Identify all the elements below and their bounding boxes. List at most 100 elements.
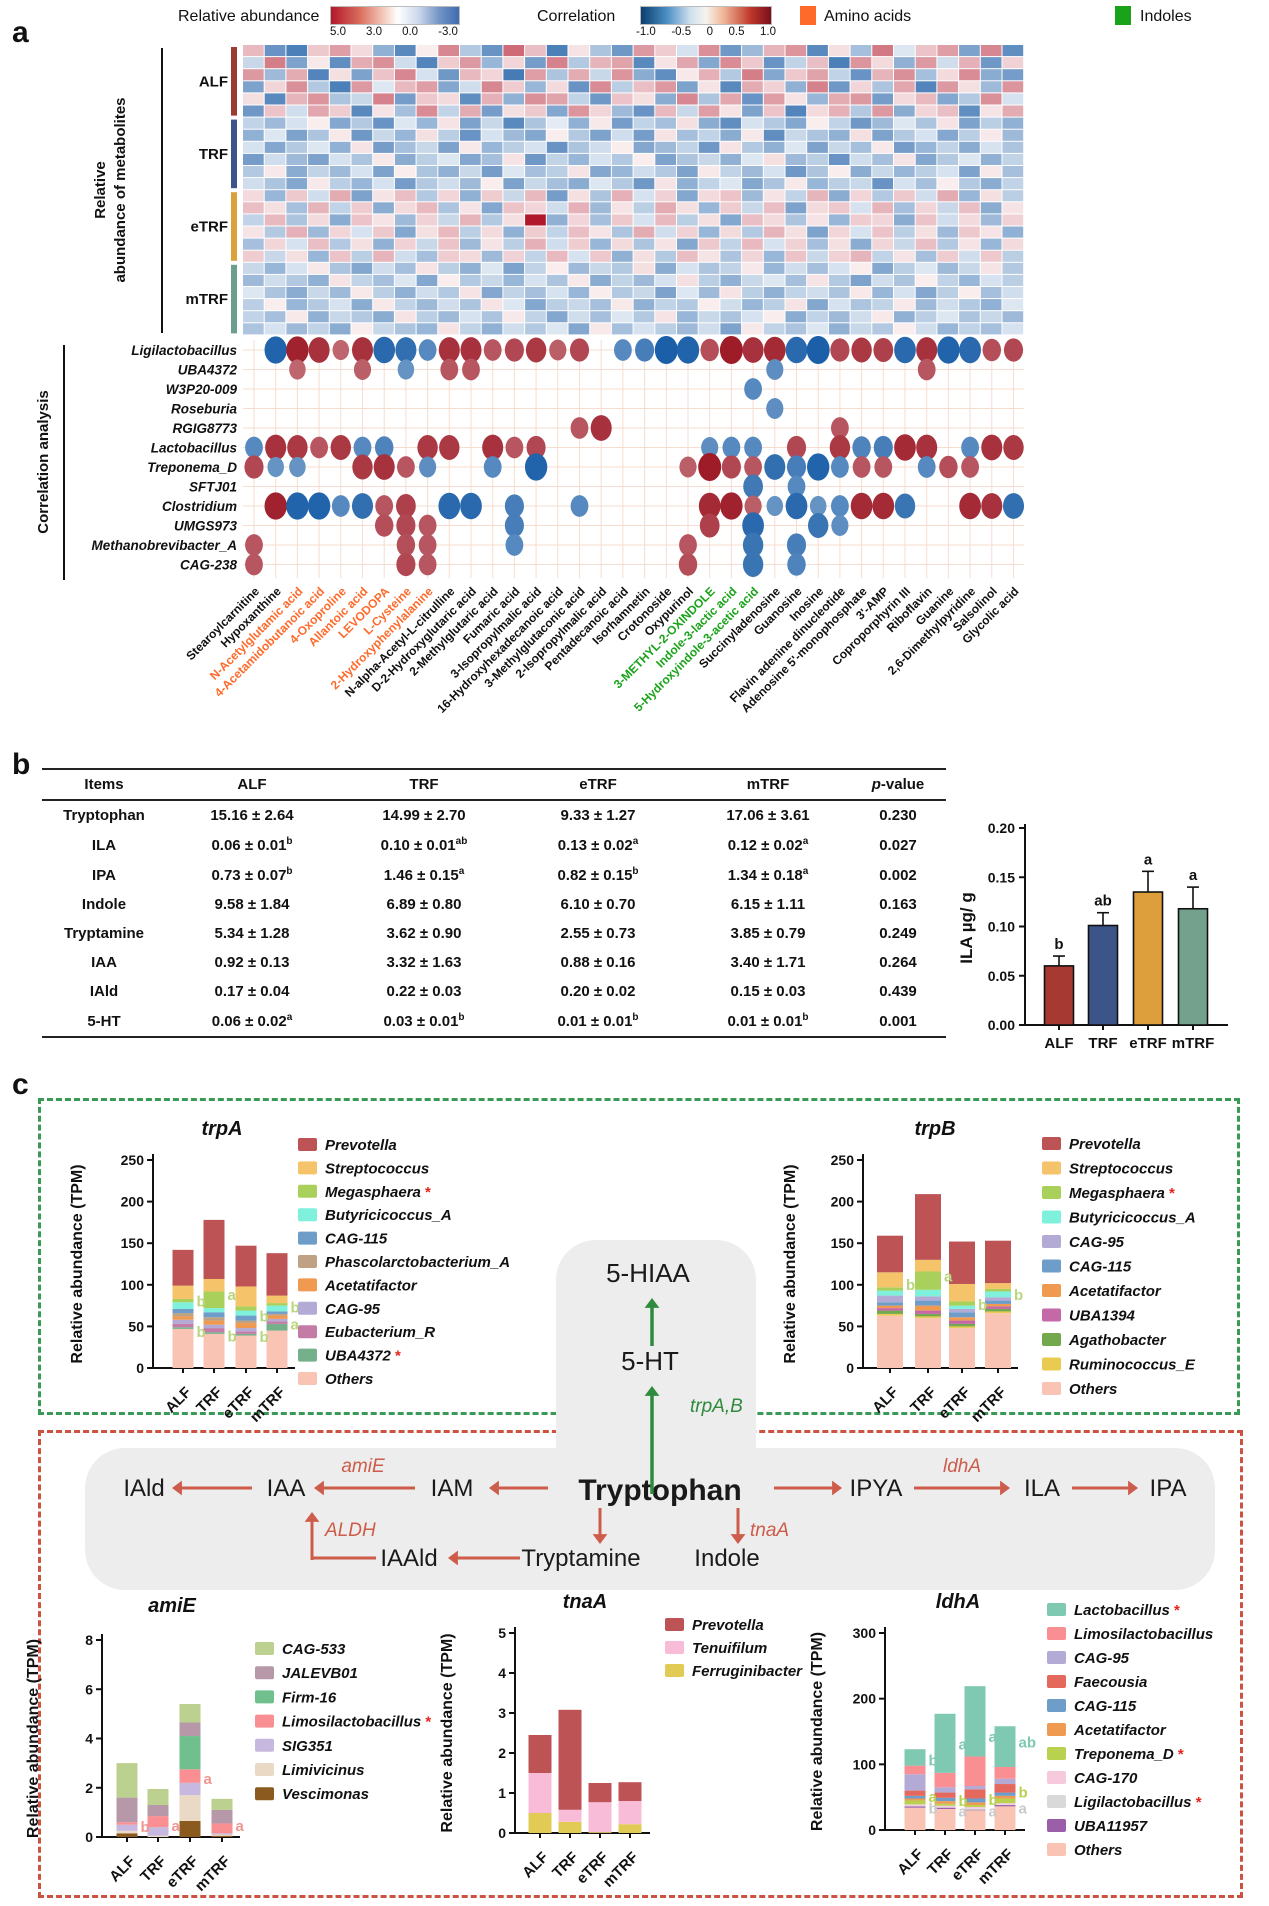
- heatmap-cell: [351, 129, 373, 141]
- heatmap-cell: [915, 214, 937, 226]
- trpA-segment-UBA4372: [266, 1323, 288, 1331]
- heatmap-cell: [785, 238, 807, 250]
- heatmap-cell: [872, 311, 893, 323]
- correlation-bubble: [570, 417, 589, 439]
- heatmap-cell: [373, 93, 394, 105]
- heatmap-cell: [286, 202, 308, 214]
- heatmap-cell: [329, 250, 351, 262]
- heatmap-cell: [394, 323, 416, 335]
- heatmap-cell: [416, 299, 438, 311]
- taxon-label: SFTJ01: [189, 480, 237, 495]
- table-header-p-value: p-value: [871, 776, 925, 793]
- trpA-legend-label: Eubacterium_R: [325, 1324, 435, 1341]
- heatmap-cell: [742, 45, 763, 57]
- heatmap-cell: [742, 311, 763, 323]
- heatmap-cell: [980, 287, 1002, 299]
- heatmap-cell: [546, 202, 568, 214]
- heatmap-cell: [785, 178, 807, 190]
- heatmap-cell: [915, 69, 937, 81]
- heatmap-cell: [655, 190, 676, 202]
- heatmap-cell: [807, 287, 828, 299]
- heatmap-cell: [633, 299, 655, 311]
- heatmap-cell: [807, 57, 828, 69]
- heatmap-cell: [807, 69, 828, 81]
- heatmap-cell: [915, 274, 937, 286]
- trpB-segment-Acetatifactor: [877, 1305, 903, 1309]
- heatmap-cell: [416, 69, 438, 81]
- heatmap-cell: [850, 153, 872, 165]
- heatmap-cell: [785, 274, 807, 286]
- heatmap-cell: [633, 57, 655, 69]
- amiE-legend-label: Vescimonas: [282, 1786, 369, 1803]
- ldhA-ytick: 300: [853, 1625, 877, 1641]
- group-bar-TRF: [231, 119, 237, 189]
- heatmap-cell: [915, 141, 937, 153]
- correlation-bubble: [482, 434, 504, 461]
- heatmap-cell: [1002, 117, 1024, 129]
- heatmap-cell: [1002, 93, 1024, 105]
- table-value: 0.06 ± 0.02a: [211, 1012, 293, 1030]
- heatmap-cell: [438, 129, 459, 141]
- heatmap-cell: [438, 117, 459, 129]
- ldhA-segment-Acetatifactor: [904, 1798, 926, 1801]
- table-value: 0.73 ± 0.07b: [211, 866, 293, 884]
- heatmap-cell: [503, 250, 525, 262]
- heatmap-cell: [850, 287, 872, 299]
- heatmap-cell: [438, 287, 459, 299]
- pathway-node-IAld: IAld: [123, 1475, 164, 1502]
- heatmap-cell: [677, 69, 698, 81]
- group-label-mTRF: mTRF: [186, 291, 229, 308]
- heatmap-cell: [568, 93, 590, 105]
- correlation-bubble: [939, 455, 958, 479]
- ldhA-legend-swatch-Ligilactobacillus: [1047, 1795, 1066, 1808]
- correlation-bubble: [831, 456, 849, 478]
- heatmap-cell: [655, 299, 676, 311]
- heatmap-cell: [807, 178, 828, 190]
- trpA-legend-label: CAG-95: [325, 1301, 381, 1318]
- heatmap-cell: [611, 250, 633, 262]
- heatmap-cell: [525, 141, 546, 153]
- heatmap-cell: [568, 226, 590, 238]
- heatmap-cell: [264, 190, 286, 202]
- heatmap-cell: [460, 105, 481, 117]
- ila-xtick: TRF: [1088, 1035, 1117, 1052]
- heatmap-cell: [785, 129, 807, 141]
- correlation-bubble: [786, 455, 807, 479]
- amiE-segment-JALEVB01: [179, 1722, 201, 1737]
- heatmap-cell: [264, 287, 286, 299]
- heatmap-cell: [286, 117, 308, 129]
- heatmap-cell: [351, 226, 373, 238]
- heatmap-cell: [720, 129, 742, 141]
- heatmap-cell: [785, 153, 807, 165]
- amiE-legend-swatch-CAG-533: [255, 1642, 274, 1655]
- ldhA-legend-swatch-Others: [1047, 1843, 1066, 1856]
- heatmap-cell: [850, 166, 872, 178]
- pathway-node-Tryptamine: Tryptamine: [521, 1545, 640, 1572]
- pathway-enzyme-ALDH: ALDH: [324, 1520, 376, 1541]
- heatmap-cell: [850, 57, 872, 69]
- heatmap-cell: [828, 141, 850, 153]
- heatmap-cell: [937, 81, 959, 93]
- heatmap-cell: [828, 166, 850, 178]
- heatmap-cell: [872, 105, 893, 117]
- heatmap-cell: [243, 287, 264, 299]
- pathway-enzyme-ldhA: ldhA: [943, 1456, 981, 1477]
- heatmap-cell: [1002, 287, 1024, 299]
- taxon-label: UMGS973: [174, 519, 238, 534]
- trpA-legend-swatch-Others: [298, 1372, 317, 1385]
- trpA-legend-swatch-Prevotella: [298, 1138, 317, 1151]
- heatmap-cell: [807, 323, 828, 335]
- heatmap-cell: [742, 57, 763, 69]
- heatmap-cell: [894, 105, 915, 117]
- correlation-bubble: [351, 493, 374, 519]
- amiE-legend-swatch-Limivicinus: [255, 1763, 274, 1776]
- heatmap-cell: [525, 274, 546, 286]
- ldhA-segment-Acetatifactor: [994, 1795, 1016, 1799]
- amiE-sig-letter: a: [204, 1771, 213, 1788]
- heatmap-cell: [525, 178, 546, 190]
- correlation-bubble: [829, 435, 851, 460]
- heatmap-axis-title-line1: Relative: [92, 161, 109, 219]
- taxon-label: Treponema_D: [147, 460, 237, 475]
- heatmap-cell: [286, 178, 308, 190]
- heatmap-cell: [698, 262, 720, 274]
